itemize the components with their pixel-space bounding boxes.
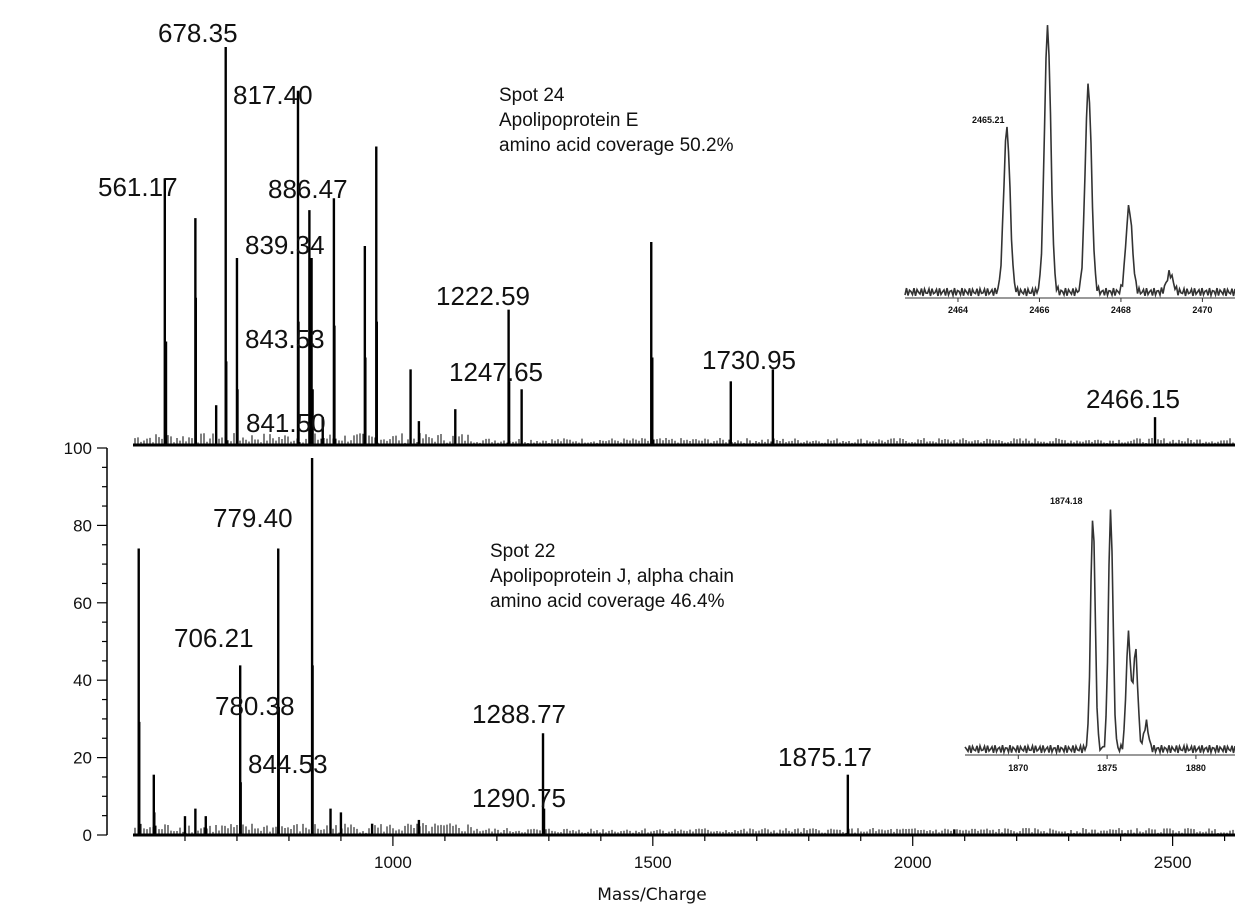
y-tick-label: 100 (64, 439, 92, 458)
inset-peak-label: 1874.18 (1050, 496, 1083, 506)
spot-annotation-line: amino acid coverage 46.4% (490, 591, 725, 612)
noise-trace (134, 823, 1234, 835)
inset-x-tick-label: 1870 (1008, 763, 1028, 773)
y-tick-label: 0 (83, 826, 92, 845)
y-tick-label: 20 (73, 749, 92, 768)
top-isotope-inset: 2464 2466 2468 2470 2465.21 (904, 25, 1235, 315)
peak-label: 678.35 (158, 18, 238, 48)
inset-x-tick-label: 2464 (948, 305, 968, 315)
inset-x-tick-label: 1880 (1186, 763, 1206, 773)
peak-label: 843.53 (245, 324, 325, 354)
bottom-isotope-inset: 1870 1875 1880 1874.18 (964, 496, 1235, 773)
spot-annotation-line: Apolipoprotein E (499, 110, 638, 131)
inset-x-tick-label: 2470 (1192, 305, 1212, 315)
peak-label: 1222.59 (436, 281, 530, 311)
peak-label: 841.50 (246, 408, 326, 438)
peak-label: 779.40 (213, 503, 293, 533)
noise-trace (134, 433, 1234, 445)
isotope-envelope-trace (964, 509, 1235, 756)
x-tick-label: 2500 (1154, 853, 1192, 872)
peak-label: 1247.65 (449, 357, 543, 387)
top-spectrum-panel: 561.17 678.35 817.40 839.34 843.53 886.47 1222… (98, 18, 1235, 447)
inset-x-tick-label: 2468 (1111, 305, 1131, 315)
peak-label: 706.21 (174, 623, 254, 653)
y-tick-label: 60 (73, 594, 92, 613)
x-axis-title: Mass/Charge (597, 885, 707, 905)
spot-annotation-line: Spot 22 (490, 541, 556, 562)
peak-label: 886.47 (268, 174, 348, 204)
inset-peak-label: 2465.21 (972, 115, 1005, 125)
peak-label: 780.38 (215, 691, 295, 721)
x-tick-label: 2000 (894, 853, 932, 872)
y-tick-label: 40 (73, 671, 92, 690)
peak-label: 817.40 (233, 80, 313, 110)
spot-annotation-line: Spot 24 (499, 85, 565, 106)
x-tick-label: 1500 (634, 853, 672, 872)
bottom-spectrum-panel: 706.21 779.40 780.38 844.53 1288.77 1290.75 18… (133, 458, 1235, 837)
x-tick-label: 1000 (374, 853, 412, 872)
y-tick-label: 80 (73, 516, 92, 535)
peak-label: 839.34 (245, 230, 325, 260)
inset-x-tick-label: 2466 (1029, 305, 1049, 315)
peak-label: 1290.75 (472, 783, 566, 813)
peak-label: 1875.17 (778, 742, 872, 772)
isotope-envelope-trace (904, 25, 1235, 299)
peak-label: 2466.15 (1086, 384, 1180, 414)
inset-x-tick-label: 1875 (1097, 763, 1117, 773)
peak-label: 1730.95 (702, 345, 796, 375)
peak-label: 561.17 (98, 172, 178, 202)
spot-annotation-line: Apolipoprotein J, alpha chain (490, 566, 734, 587)
peak-label: 1288.77 (472, 699, 566, 729)
spot-annotation-line: amino acid coverage 50.2% (499, 135, 734, 156)
axes: 0 20 40 60 80 100 1000 1500 2000 2500 Mass/Charge (64, 439, 1226, 905)
peak-label: 844.53 (248, 749, 328, 779)
